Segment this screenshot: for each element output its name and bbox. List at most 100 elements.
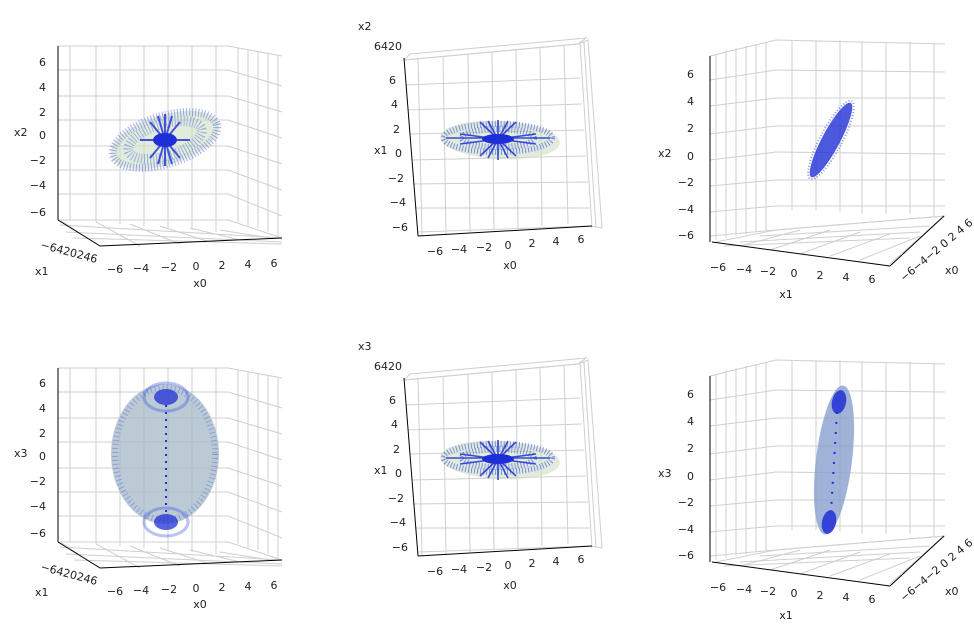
svg-text:6: 6 <box>869 273 876 286</box>
svg-text:2: 2 <box>687 122 694 135</box>
svg-text:6: 6 <box>687 68 694 81</box>
x-tick-labels: −6 −4 −2 0 2 4 6 <box>427 233 585 258</box>
axis-lines <box>709 56 945 267</box>
ellipse-fill <box>813 385 855 535</box>
svg-text:4: 4 <box>245 580 252 593</box>
svg-text:−2: −2 <box>161 261 177 274</box>
svg-text:0: 0 <box>39 129 46 142</box>
svg-text:−4: −4 <box>736 583 752 596</box>
svg-text:4: 4 <box>553 555 560 568</box>
axis-lines <box>403 57 593 237</box>
y-tick-labels: −6420246 <box>39 238 99 266</box>
svg-text:−2: −2 <box>388 492 404 505</box>
plot-x0-x1-x3-top[interactable]: 6 4 2 0 −2 −4 −6 x1 −6 −4 −2 0 2 4 6 x0 … <box>340 330 620 600</box>
y-tick-labels: −6−4−2 0 2 4 6 <box>898 216 974 284</box>
svg-text:−6: −6 <box>710 581 726 594</box>
svg-text:4: 4 <box>843 591 850 604</box>
svg-text:−6: −6 <box>30 527 46 540</box>
svg-text:−2: −2 <box>388 172 404 185</box>
svg-text:−4: −4 <box>30 500 46 513</box>
svg-text:4: 4 <box>687 415 694 428</box>
axis-lines <box>709 376 945 587</box>
svg-text:6: 6 <box>578 553 585 566</box>
svg-text:2: 2 <box>393 443 400 456</box>
axes-3d: 6 4 2 0 −2 −4 −6 x2 −6 −4 −2 0 2 4 6 x1 … <box>658 39 974 301</box>
svg-text:−2: −2 <box>476 561 492 574</box>
central-axis-dots <box>830 411 838 513</box>
x-tick-labels: −6 −4 −2 0 2 4 6 <box>107 579 278 598</box>
svg-text:−6: −6 <box>107 585 123 598</box>
z-axis-label: x2 <box>358 20 372 33</box>
svg-text:0: 0 <box>395 467 402 480</box>
svg-text:2: 2 <box>817 589 824 602</box>
svg-text:2: 2 <box>393 123 400 136</box>
z-tick-labels: 6 4 2 0 −2 −4 −6 <box>30 56 46 219</box>
svg-text:2: 2 <box>219 259 226 272</box>
x-axis-label: x0 <box>193 598 207 611</box>
x-tick-labels: −6 −4 −2 0 2 4 6 <box>107 257 278 276</box>
svg-text:4: 4 <box>245 258 252 271</box>
axis-lines <box>57 368 283 569</box>
dense-center <box>482 454 514 464</box>
y-axis-label: x1 <box>35 586 49 599</box>
svg-text:0: 0 <box>193 260 200 273</box>
grid-lines <box>709 359 946 585</box>
svg-text:6: 6 <box>869 593 876 606</box>
svg-text:2: 2 <box>529 237 536 250</box>
svg-text:0: 0 <box>505 559 512 572</box>
svg-text:6: 6 <box>578 233 585 246</box>
plot-x1-x0-x2-side[interactable]: 6 4 2 0 −2 −4 −6 x2 −6 −4 −2 0 2 4 6 x1 … <box>640 30 974 310</box>
pole-bottom <box>821 510 837 534</box>
y-axis-label: x1 <box>35 265 49 278</box>
svg-text:6: 6 <box>39 377 46 390</box>
svg-text:−4: −4 <box>451 563 467 576</box>
axes-3d: 6 4 2 0 −2 −4 −6 x1 −6 −4 −2 0 2 4 6 x0 … <box>358 340 603 592</box>
svg-text:−6: −6 <box>427 245 443 258</box>
svg-text:4: 4 <box>391 98 398 111</box>
axes-3d: 6 4 2 0 −2 −4 −6 x3 −6 −4 −2 0 2 4 6 x1 … <box>658 359 974 622</box>
svg-text:0: 0 <box>193 582 200 595</box>
z-tick-labels: 6420 <box>374 40 402 53</box>
svg-text:−2: −2 <box>760 585 776 598</box>
pole-top <box>831 390 847 414</box>
svg-text:4: 4 <box>39 81 46 94</box>
svg-text:−6: −6 <box>392 221 408 234</box>
plot-x0-x1-x2-top[interactable]: 6 4 2 0 −2 −4 −6 x1 −6 −4 −2 0 2 4 6 x0 … <box>340 10 620 280</box>
x-axis-label: x0 <box>503 579 517 592</box>
svg-text:−4: −4 <box>736 263 752 276</box>
plot-x0-x1-x3-front[interactable]: 6 4 2 0 −2 −4 −6 x3 −6 −4 −2 0 2 4 6 x0 … <box>0 350 300 620</box>
plot-x1-x0-x3-side[interactable]: 6 4 2 0 −2 −4 −6 x3 −6 −4 −2 0 2 4 6 x1 … <box>640 350 974 630</box>
z-axis-label: x3 <box>658 467 672 480</box>
svg-text:6: 6 <box>39 56 46 69</box>
svg-text:−4: −4 <box>678 203 694 216</box>
svg-text:−2: −2 <box>678 496 694 509</box>
axis-lines <box>403 377 593 557</box>
ellipse-points <box>809 102 853 178</box>
svg-text:2: 2 <box>687 442 694 455</box>
svg-text:2: 2 <box>817 269 824 282</box>
y-tick-labels: 6 4 2 0 −2 −4 −6 <box>388 394 408 554</box>
y-tick-labels: −6420246 <box>39 560 99 588</box>
svg-text:−6: −6 <box>30 206 46 219</box>
x-axis-label: x1 <box>779 288 793 301</box>
x-axis-label: x1 <box>779 609 793 622</box>
svg-text:−6: −6 <box>678 549 694 562</box>
svg-text:−2: −2 <box>476 241 492 254</box>
svg-text:0: 0 <box>791 587 798 600</box>
svg-text:0: 0 <box>505 239 512 252</box>
plot-x0-x1-x2-front[interactable]: 6 4 2 0 −2 −4 −6 x2 −6 −4 −2 0 2 4 6 x0 … <box>0 30 300 300</box>
svg-text:−6: −6 <box>427 565 443 578</box>
y-axis-label: x1 <box>374 144 388 157</box>
svg-text:6: 6 <box>389 74 396 87</box>
z-axis-label: x2 <box>14 126 28 139</box>
z-axis-label: x3 <box>14 447 28 460</box>
svg-text:2: 2 <box>39 427 46 440</box>
pole-top <box>154 389 178 405</box>
svg-text:6: 6 <box>389 394 396 407</box>
x-axis-label: x0 <box>503 259 517 272</box>
svg-text:4: 4 <box>843 271 850 284</box>
svg-text:2: 2 <box>219 581 226 594</box>
axes-3d: 6 4 2 0 −2 −4 −6 x2 −6 −4 −2 0 2 4 6 x0 … <box>14 45 283 290</box>
svg-text:0: 0 <box>687 470 694 483</box>
svg-text:6: 6 <box>271 257 278 270</box>
